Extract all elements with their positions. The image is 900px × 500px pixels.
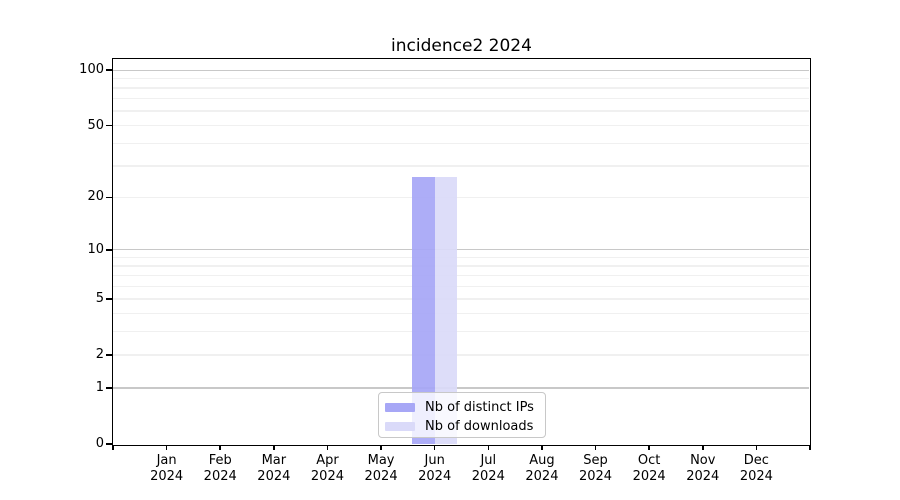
y-tick-label: 50	[87, 117, 104, 133]
x-tick-mark	[380, 445, 382, 450]
y-tick-mark	[106, 387, 112, 389]
x-tick-mark	[433, 445, 436, 450]
gridline-minor	[113, 110, 809, 112]
x-tick-mark	[594, 445, 597, 450]
y-tick-mark	[106, 249, 112, 251]
x-tick-label-mar: Mar 2024	[257, 453, 291, 484]
x-tick-label-sep: Sep 2024	[578, 453, 613, 484]
x-tick-label-may: May 2024	[364, 453, 398, 484]
x-tick-mark	[326, 445, 329, 450]
gridline-minor	[113, 274, 809, 277]
x-tick-mark	[112, 445, 114, 450]
gridline-major	[113, 69, 809, 71]
gridline-major	[113, 387, 809, 389]
y-tick-label: 1	[95, 379, 104, 395]
gridline-minor	[113, 98, 809, 100]
y-tick-label: 0	[95, 436, 104, 451]
x-tick-label-jul: Jul 2024	[471, 453, 505, 484]
gridline-minor	[113, 285, 809, 288]
x-tick-mark	[648, 445, 650, 450]
gridline-minor	[113, 298, 809, 300]
x-tick-label-feb: Feb 2024	[203, 453, 237, 484]
x-tick-mark	[755, 445, 758, 450]
x-tick-label-oct: Oct 2024	[632, 453, 666, 484]
bar-jun-distinct-ips	[412, 177, 435, 444]
x-tick-mark	[219, 445, 221, 450]
legend-label-distinct-ips: Nb of distinct IPs	[425, 399, 534, 415]
legend-label-downloads: Nb of downloads	[425, 419, 534, 435]
legend-item-distinct-ips: Nb of distinct IPs	[385, 398, 537, 417]
gridline-minor	[113, 165, 809, 167]
x-tick-mark	[541, 445, 543, 450]
y-tick-mark	[106, 354, 112, 356]
gridline-minor	[113, 256, 809, 259]
y-tick-mark	[106, 69, 112, 71]
gridline-minor	[113, 196, 809, 199]
y-tick-mark	[106, 124, 112, 127]
y-tick-label: 10	[87, 241, 104, 257]
y-tick-mark	[106, 443, 112, 445]
gridline-major	[113, 249, 809, 251]
x-tick-label-jun: Jun 2024	[418, 453, 452, 484]
y-tick-mark	[106, 298, 112, 300]
legend-swatch-downloads-icon	[385, 422, 415, 432]
x-tick-mark	[809, 445, 811, 450]
y-tick-mark	[106, 196, 112, 199]
gridline-minor	[113, 265, 809, 267]
gridline-minor	[113, 142, 809, 144]
legend-swatch-distinct-ips-icon	[385, 402, 415, 412]
gridline-minor	[113, 331, 809, 333]
chart-title: incidence2 2024	[391, 36, 532, 56]
x-tick-label-dec: Dec 2024	[739, 453, 773, 484]
y-tick-label: 2	[95, 347, 104, 363]
y-tick-label: 100	[79, 62, 104, 78]
x-tick-mark	[165, 445, 168, 450]
gridline-minor	[113, 87, 809, 89]
legend-item-downloads: Nb of downloads	[385, 417, 537, 436]
y-tick-label: 20	[87, 189, 104, 205]
x-tick-label-nov: Nov 2024	[686, 453, 720, 484]
gridline-minor	[113, 354, 809, 356]
gridline-minor	[113, 77, 809, 80]
x-tick-mark	[487, 445, 490, 450]
x-tick-mark	[273, 445, 275, 450]
gridline-minor	[113, 312, 809, 315]
legend: Nb of distinct IPs Nb of downloads	[378, 392, 546, 438]
x-tick-mark	[702, 445, 704, 450]
bar-jun-downloads	[434, 177, 458, 444]
x-tick-label-jan: Jan 2024	[150, 453, 184, 484]
x-tick-label-aug: Aug 2024	[525, 453, 559, 484]
x-tick-label-apr: Apr 2024	[310, 453, 344, 484]
y-tick-label: 5	[95, 290, 104, 306]
gridline-minor	[113, 124, 809, 127]
